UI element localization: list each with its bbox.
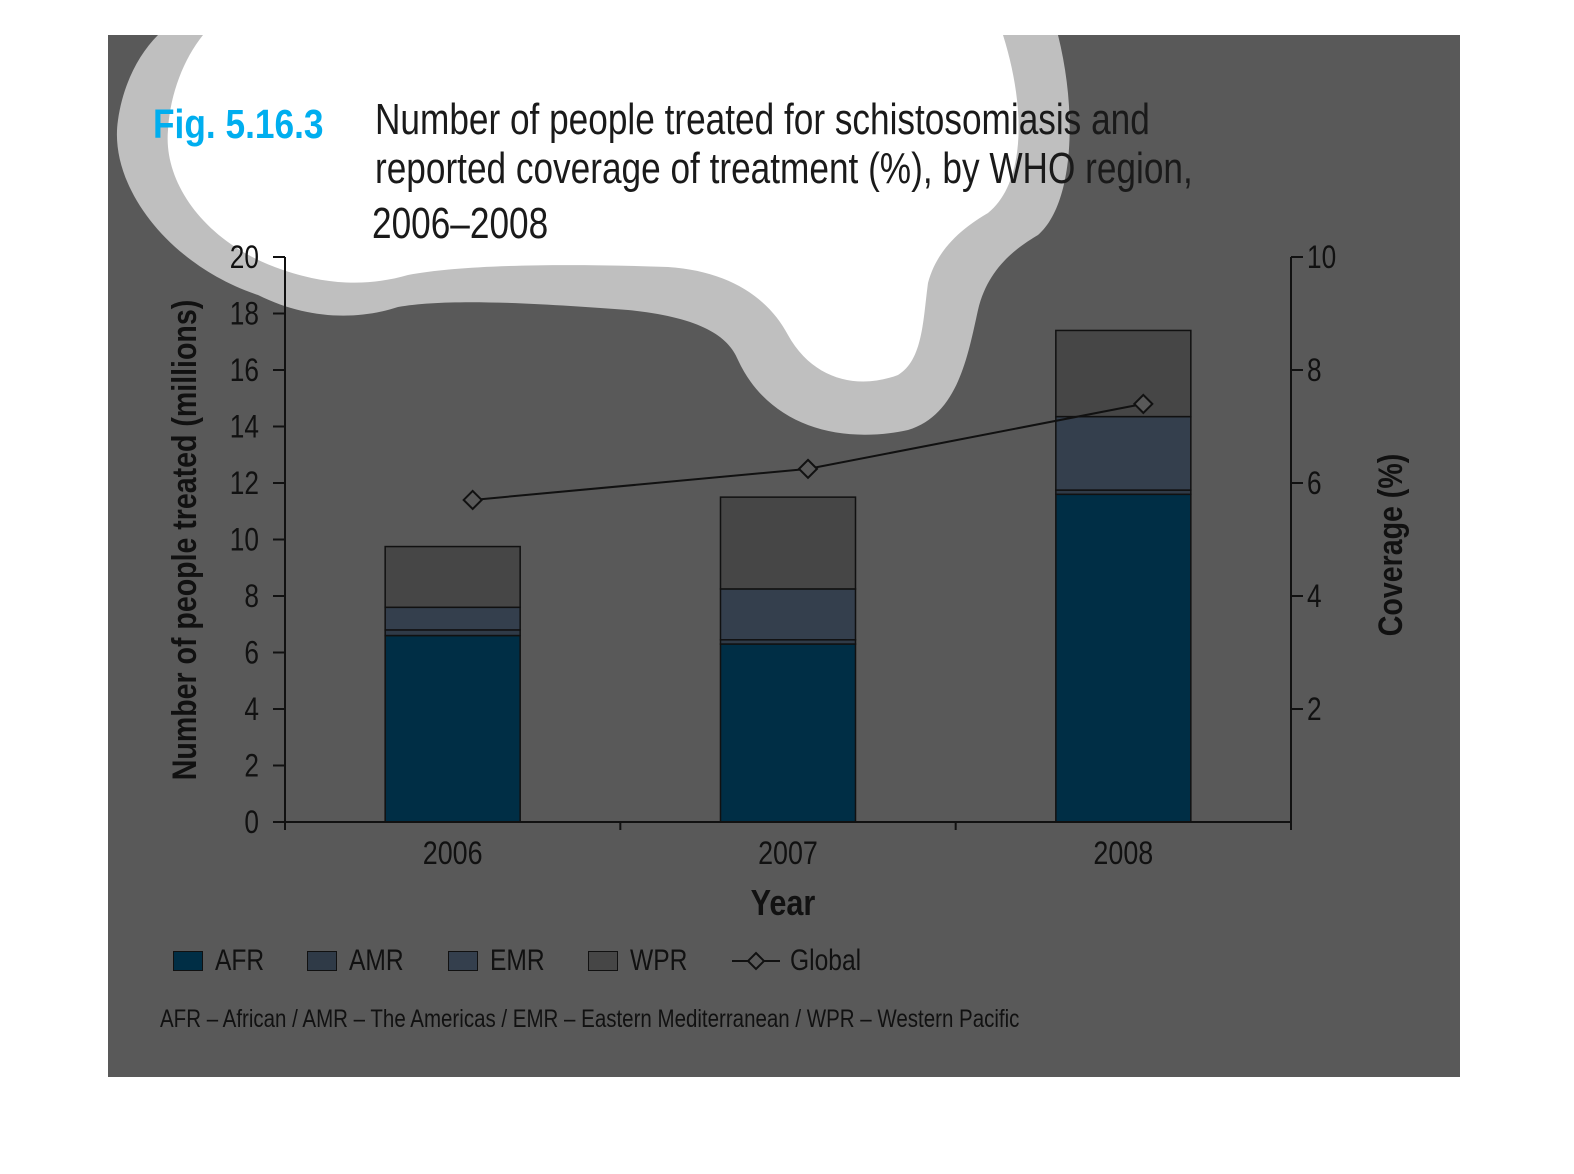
y-axis-title-left: Number of people treated (millions) — [166, 300, 204, 780]
y-right-tick-label: 10 — [1307, 241, 1336, 276]
legend-item-emr: EMR — [447, 944, 557, 978]
bar-wpr-2006 — [384, 545, 521, 609]
y-axis-title-right: Coverage (%) — [1372, 454, 1410, 636]
legend-item-wpr: WPR — [588, 944, 700, 978]
y-left-tick-label: 20 — [230, 241, 259, 276]
title-line-2: reported coverage of treatment (%), by W… — [375, 144, 1193, 193]
cloud-overlay — [116, 35, 1070, 435]
legend-label-amr: AMR — [349, 944, 404, 977]
bar-emr-2008 — [1055, 415, 1192, 491]
legend: AFR AMR EMR WPR Global — [173, 941, 909, 981]
bar-wpr-2008 — [1055, 329, 1192, 418]
bar-emr-2007 — [719, 588, 857, 641]
y-right-tick-label: 2 — [1307, 693, 1322, 728]
bar-afr-2008 — [1055, 493, 1192, 823]
y-right-tick-label: 6 — [1307, 467, 1322, 502]
y-left-tick-label: 16 — [230, 354, 259, 389]
footnote: AFR – African / AMR – The Americas / EMR… — [160, 1005, 1020, 1033]
x-tick-label: 2008 — [1093, 836, 1153, 872]
y-right-tick-label: 4 — [1307, 580, 1322, 615]
legend-label-wpr: WPR — [630, 944, 688, 977]
figure-number: Fig. 5.16.3 — [153, 101, 324, 147]
legend-label-afr: AFR — [215, 944, 265, 977]
y-left-tick-label: 10 — [230, 523, 259, 558]
legend-swatch-emr — [447, 951, 478, 971]
bar-emr-2006 — [384, 606, 521, 631]
legend-item-global: Global — [732, 944, 877, 978]
bar-afr-2007 — [719, 643, 857, 823]
bar-amr-2006 — [384, 629, 521, 637]
legend-label-global: Global — [790, 944, 862, 977]
chart: 0 2 4 6 8 10 12 14 16 18 20 2 4 6 8 10 2006 2007 2008 Year… — [166, 241, 1410, 924]
y-left-tick-label: 0 — [244, 806, 259, 841]
figure-slide: Fig. 5.16.3 Number of people treated for… — [108, 35, 1460, 1077]
x-tick-label: 2006 — [423, 836, 483, 872]
x-tick-label: 2007 — [758, 836, 818, 872]
y-left-tick-label: 18 — [230, 297, 259, 332]
bar-wpr-2007 — [719, 496, 857, 590]
cloud-inner — [167, 35, 1019, 382]
legend-item-afr: AFR — [173, 944, 275, 978]
legend-label-emr: EMR — [489, 944, 545, 977]
global-coverage-point — [797, 458, 819, 480]
legend-swatch-afr — [173, 951, 203, 971]
y-left-tick-label: 2 — [244, 749, 259, 784]
y-left-tick-label: 12 — [230, 467, 259, 502]
y-left-tick-label: 14 — [230, 410, 259, 445]
global-coverage-point — [462, 489, 484, 511]
bar-afr-2006 — [384, 634, 521, 823]
y-left-tick-label: 4 — [244, 693, 259, 728]
legend-line-diamond-icon — [732, 951, 781, 971]
y-left-tick-label: 8 — [244, 580, 259, 615]
global-coverage-line — [472, 402, 1144, 501]
legend-item-amr: AMR — [307, 944, 416, 978]
title-line-1: Number of people treated for schistosomi… — [375, 95, 1150, 144]
y-left-tick-label: 6 — [244, 636, 259, 671]
legend-swatch-wpr — [588, 951, 619, 971]
legend-swatch-amr — [307, 951, 337, 971]
y-right-tick-label: 8 — [1307, 354, 1322, 389]
x-axis-title: Year — [751, 884, 816, 924]
title-line-3: 2006–2008 — [372, 199, 549, 248]
global-coverage-point — [1132, 393, 1154, 415]
